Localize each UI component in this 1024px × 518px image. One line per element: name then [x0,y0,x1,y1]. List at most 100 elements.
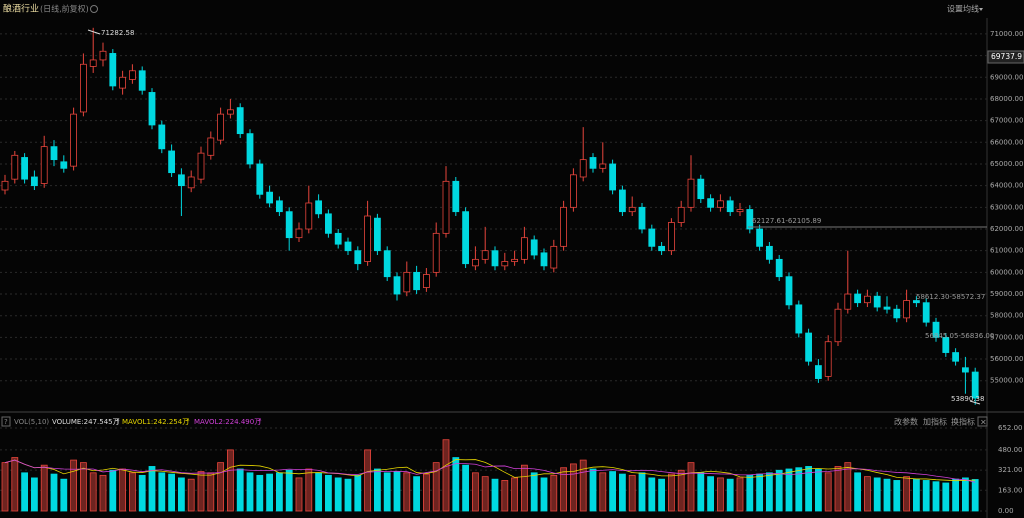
candle-body [589,157,597,169]
volume-bar [942,482,950,512]
volume-bar [726,478,734,512]
edit-params-button[interactable]: 改参数 [894,417,918,427]
candle-body [315,200,323,215]
y-tick-label: 68000.00 [990,95,1023,103]
add-indicator-button[interactable]: 加指标 [923,417,947,427]
candle-body [442,180,450,234]
y-tick-label: 59000.00 [990,290,1023,298]
candle-body [334,232,342,245]
y-tick-label: 652.00 [998,424,1023,432]
candle-body [40,146,48,184]
help-icon[interactable]: ? [4,418,8,426]
candle-body [462,211,470,265]
volume-bar [521,464,528,512]
volume-bar [952,478,959,512]
volume-bar [746,474,754,512]
candle-body [668,222,675,252]
volume-bar [883,478,891,512]
volume-bar [677,469,685,512]
volume-bar [589,468,597,512]
volume-bar [442,439,450,512]
volume-bar [550,474,558,512]
candle-body [540,252,548,267]
candle-body [962,367,969,373]
volume-bar [99,474,107,512]
candle-body [530,239,538,256]
candle-body [824,341,832,377]
candle-body [491,250,499,267]
candle-body [638,206,646,230]
candle-body [883,306,891,310]
volume-bar [736,477,744,512]
volume-bar [256,474,264,512]
volume-bar [913,478,920,512]
ma-settings-button[interactable]: 设置均线 [947,4,979,14]
candle-body [21,157,29,180]
volume-bar [128,472,136,512]
volume-bar [873,477,881,512]
candle-body [89,59,97,67]
high-pointer [87,29,101,35]
y-tick-label: 62000.00 [990,225,1023,233]
candle-body [501,261,509,267]
volume-bar [422,473,430,512]
close-button[interactable]: × [980,418,987,427]
volume-bar [207,472,215,512]
volume-bar [609,471,616,512]
volume-bar [971,479,979,512]
candle-body [560,206,567,247]
candle-body [256,163,264,195]
candle-body [834,308,842,343]
low-pointer [969,400,981,405]
candle-body [815,365,822,379]
volume-bar [138,474,146,512]
y-tick-label: 55000.00 [990,377,1023,385]
candle-body [648,228,656,247]
candle-body [726,200,734,213]
candle-body [177,174,185,187]
volume-bar [30,477,38,512]
y-tick-label: 71000.00 [990,30,1023,38]
y-tick-label: 60000.00 [990,268,1023,276]
candle-body [746,209,754,230]
mavol-line [4,459,976,482]
volume-bar [815,468,822,512]
candle-body [60,161,68,169]
volume-bar [354,474,362,512]
help-box[interactable] [1,416,11,427]
candle-body [354,250,362,265]
volume-bar [491,478,499,512]
volume-bar [275,472,283,512]
volume-bar [511,477,519,512]
candle-body [952,352,959,362]
candle-body [1,180,9,191]
candle-body [687,178,695,208]
volume-bar [962,477,969,512]
candle-body [217,113,225,141]
candle-body [207,137,215,156]
volume-bar [21,472,29,512]
candle-body [373,217,381,252]
y-tick-label: 63000.00 [990,203,1023,211]
close-box[interactable] [977,416,988,427]
volume-bar [452,457,460,512]
candle-body [344,241,352,252]
volume-bar [80,462,87,512]
range3-label: 56845.05-56836.00 [925,332,994,340]
candle-body [275,200,283,213]
candle-body [422,274,430,288]
candle-body [511,258,519,262]
volume-bar [854,472,861,512]
volume-arrow: ↑ [115,418,121,426]
volume-bar [481,476,489,512]
settings-icon[interactable] [90,5,98,13]
volume-bar [158,472,166,512]
candle-body [364,215,372,262]
mavol2-legend: MAVOL2:224.490万 [194,418,261,426]
last-price-box [987,50,1024,64]
volume-bar [177,477,185,512]
y-tick-label: 67000.00 [990,117,1023,125]
volume-bar [903,476,910,512]
volume-bar [11,457,19,512]
switch-indicator-button[interactable]: 换指标 [951,417,975,427]
